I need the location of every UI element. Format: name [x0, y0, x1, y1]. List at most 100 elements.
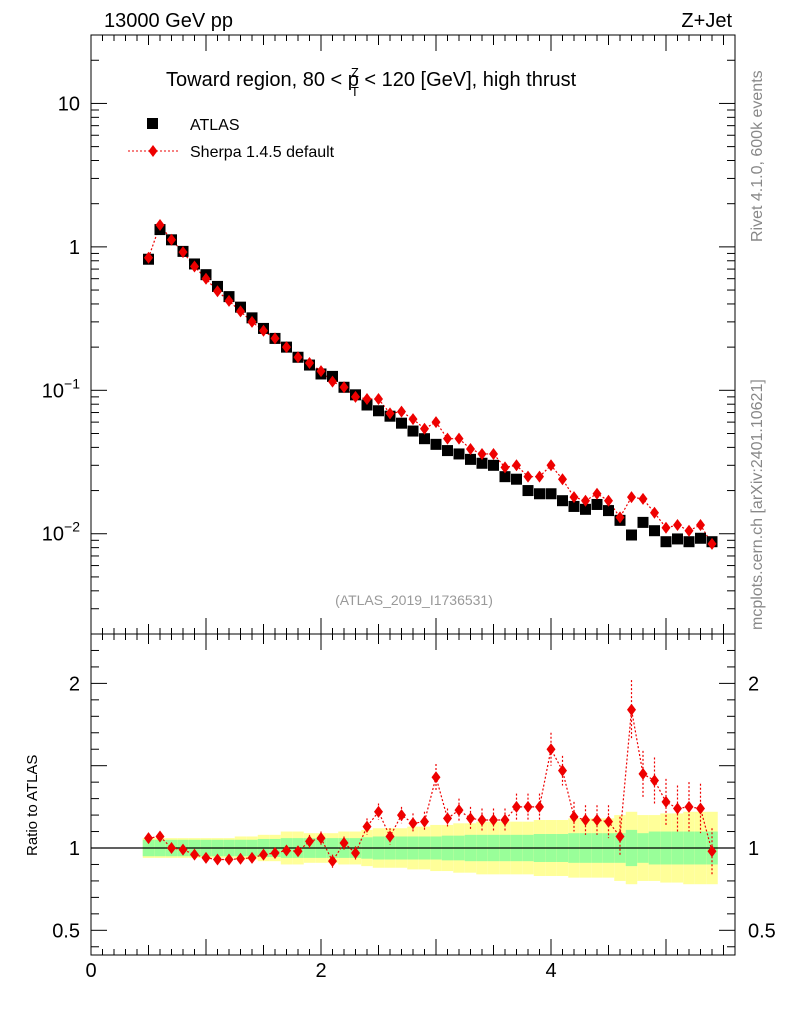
header-process-label: Z+Jet [681, 10, 732, 32]
sherpa-point [259, 324, 268, 337]
ratio-point [569, 810, 579, 823]
title-suffix: < 120 [GeV], high thrust [359, 69, 577, 91]
sherpa-point [293, 351, 303, 364]
rivet-version-label: Rivet 4.1.0, 600k events [749, 70, 766, 242]
upper-y-tick-label: 10−1 [42, 375, 80, 402]
sherpa-point [604, 494, 613, 507]
sherpa-point [707, 537, 717, 550]
sherpa-point [477, 447, 487, 460]
ratio-point [466, 812, 475, 825]
ratio-point [328, 855, 337, 868]
ratio-point [638, 767, 648, 780]
atlas-point [511, 473, 522, 485]
legend-sherpa-label: Sherpa 1.4.5 default [190, 144, 335, 161]
sherpa-point [535, 470, 544, 483]
sherpa-point [224, 294, 234, 307]
sherpa-point [397, 405, 406, 418]
sherpa-point [443, 432, 452, 445]
atlas-point [603, 505, 614, 517]
atlas-point [660, 536, 672, 548]
atlas-point [545, 488, 557, 500]
ratio-point [661, 795, 671, 808]
ratio-point [707, 845, 717, 858]
ratio-point [167, 842, 176, 854]
sherpa-point [236, 305, 245, 318]
atlas-point [522, 485, 534, 497]
atlas-point [534, 488, 545, 500]
ratio-point [351, 846, 360, 859]
atlas-point [465, 453, 476, 465]
ratio-point [385, 830, 395, 843]
x-tick-label: 2 [315, 960, 326, 982]
ratio-y-tick-labels: 2 2 1 1 0.5 0.5 [52, 673, 776, 942]
sherpa-line [147, 223, 713, 545]
sherpa-point [592, 487, 602, 500]
sherpa-point [489, 447, 498, 460]
ratio-point [604, 815, 613, 828]
tick-base: 10 [42, 380, 64, 402]
ratio-point [477, 814, 487, 827]
sherpa-point [190, 260, 199, 273]
ratio-point [190, 848, 199, 861]
atlas-point [488, 459, 499, 471]
atlas-point [626, 529, 637, 541]
atlas-point [683, 536, 695, 548]
atlas-point [430, 438, 442, 450]
ratio-point [316, 832, 326, 845]
atlas-point [407, 425, 419, 437]
sherpa-point [546, 459, 556, 472]
tick-base: 1 [69, 237, 80, 259]
ratio-point [558, 764, 567, 777]
ratio-y-tick-label-left: 0.5 [52, 920, 80, 942]
sherpa-point [305, 357, 314, 370]
ratio-point [420, 815, 429, 828]
sherpa-point [385, 407, 395, 420]
ratio-data-series [144, 680, 717, 875]
sherpa-point [431, 416, 441, 429]
ratio-point [155, 830, 165, 843]
atlas-point [672, 533, 683, 545]
ratio-point [270, 846, 280, 859]
legend-atlas-marker [147, 118, 158, 129]
upper-y-tick-labels: 10 1 10−1 10−2 [42, 93, 80, 545]
sherpa-point [339, 381, 349, 394]
ratio-point [500, 814, 510, 827]
ratio-y-tick-label-left: 1 [69, 838, 80, 860]
sherpa-point [500, 461, 510, 474]
atlas-point [396, 417, 407, 429]
sherpa-point [316, 365, 326, 378]
sherpa-point [627, 491, 636, 504]
sherpa-point [374, 392, 383, 405]
sherpa-point [408, 413, 418, 426]
ratio-point [293, 845, 303, 858]
upper-y-tick-label: 10 [58, 93, 80, 115]
ratio-panel-border [90, 633, 736, 956]
atlas-point [499, 471, 511, 483]
sherpa-point [696, 519, 705, 532]
upper-axis-ticks [90, 34, 736, 635]
mcplots-label: mcplots.cern.ch [arXiv:2401.10621] [749, 379, 766, 630]
ratio-point [305, 835, 314, 848]
ratio-point [512, 800, 521, 813]
ratio-y-tick-label-right: 0.5 [748, 920, 776, 942]
ratio-point [431, 771, 441, 784]
ratio-y-tick-label-right: 1 [748, 838, 759, 860]
ratio-point [178, 843, 188, 856]
title-subscript: T [351, 84, 359, 99]
sherpa-point [684, 524, 694, 537]
upper-y-tick-label: 1 [69, 237, 80, 259]
atlas-point [442, 445, 453, 457]
sherpa-point [673, 519, 682, 532]
ratio-panel: 2 2 1 1 0.5 0.5 0 2 4 Ratio to ATLAS [24, 633, 776, 982]
atlas-point [568, 500, 580, 512]
ratio-y-tick-label-left: 2 [69, 673, 80, 695]
atlas-point [591, 498, 603, 510]
sherpa-point [282, 341, 291, 354]
legend-sherpa-marker [148, 145, 158, 157]
sherpa-point [569, 491, 579, 504]
upper-y-tick-label: 10−2 [42, 519, 80, 546]
title-prefix: Toward region, 80 < p [166, 69, 359, 91]
ratio-point [684, 800, 694, 813]
atlas-point [361, 399, 373, 411]
